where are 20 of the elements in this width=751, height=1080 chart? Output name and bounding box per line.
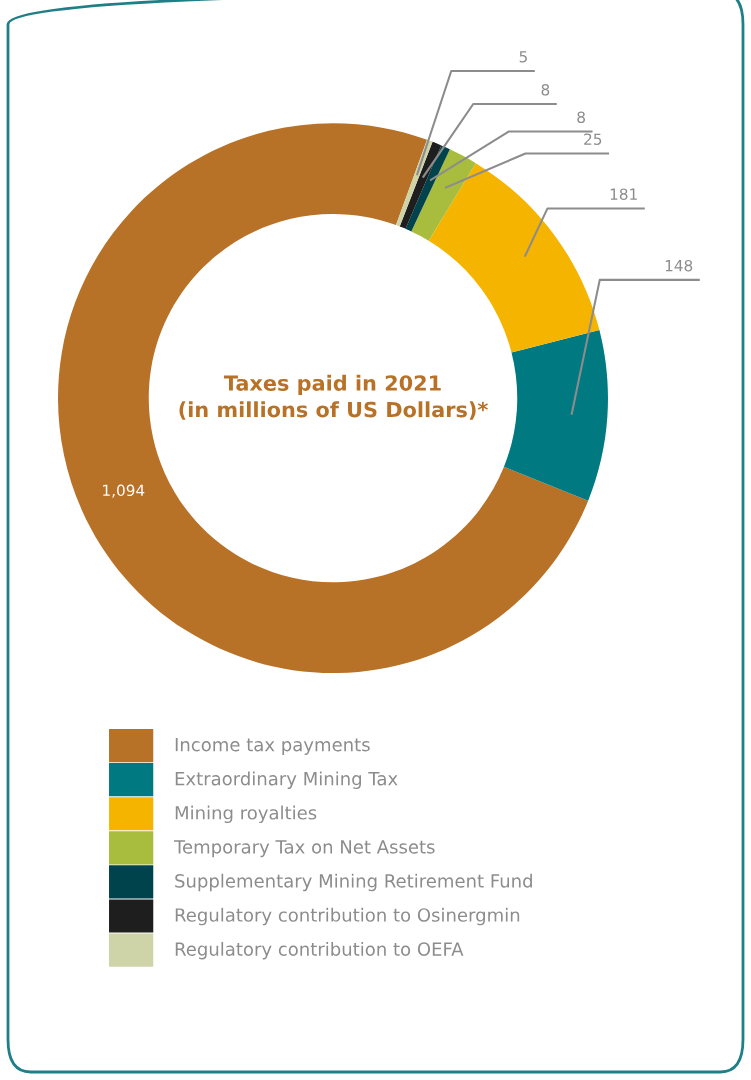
data-label: 8 <box>577 111 585 123</box>
data-label: 181 <box>610 188 637 200</box>
legend-label: Supplementary Mining Retirement Fund <box>175 873 532 892</box>
legend-label: Regulatory contribution to OEFA <box>175 941 464 960</box>
donut-slice <box>428 163 600 353</box>
legend-label: Extraordinary Mining Tax <box>175 771 398 789</box>
donut-slice <box>405 145 450 232</box>
donut-slice <box>399 141 442 229</box>
data-label: 5 <box>519 51 527 63</box>
data-label: 25 <box>584 133 602 145</box>
legend-label: Mining royalties <box>175 805 317 824</box>
legend-label: Regulatory contribution to Osinergmin <box>175 907 520 926</box>
text: Taxes paid in 2021 (in millions of US Dollars)* <box>179 374 488 420</box>
donut-slice <box>411 149 476 241</box>
legend-label: Temporary Tax on Net Assets <box>173 840 435 858</box>
data-label: 8 <box>541 83 550 96</box>
donut-slice <box>503 329 608 501</box>
data-label: 148 <box>665 259 693 272</box>
data-label: 1,094 <box>103 484 145 498</box>
legend-label: Income tax payments <box>175 737 370 755</box>
